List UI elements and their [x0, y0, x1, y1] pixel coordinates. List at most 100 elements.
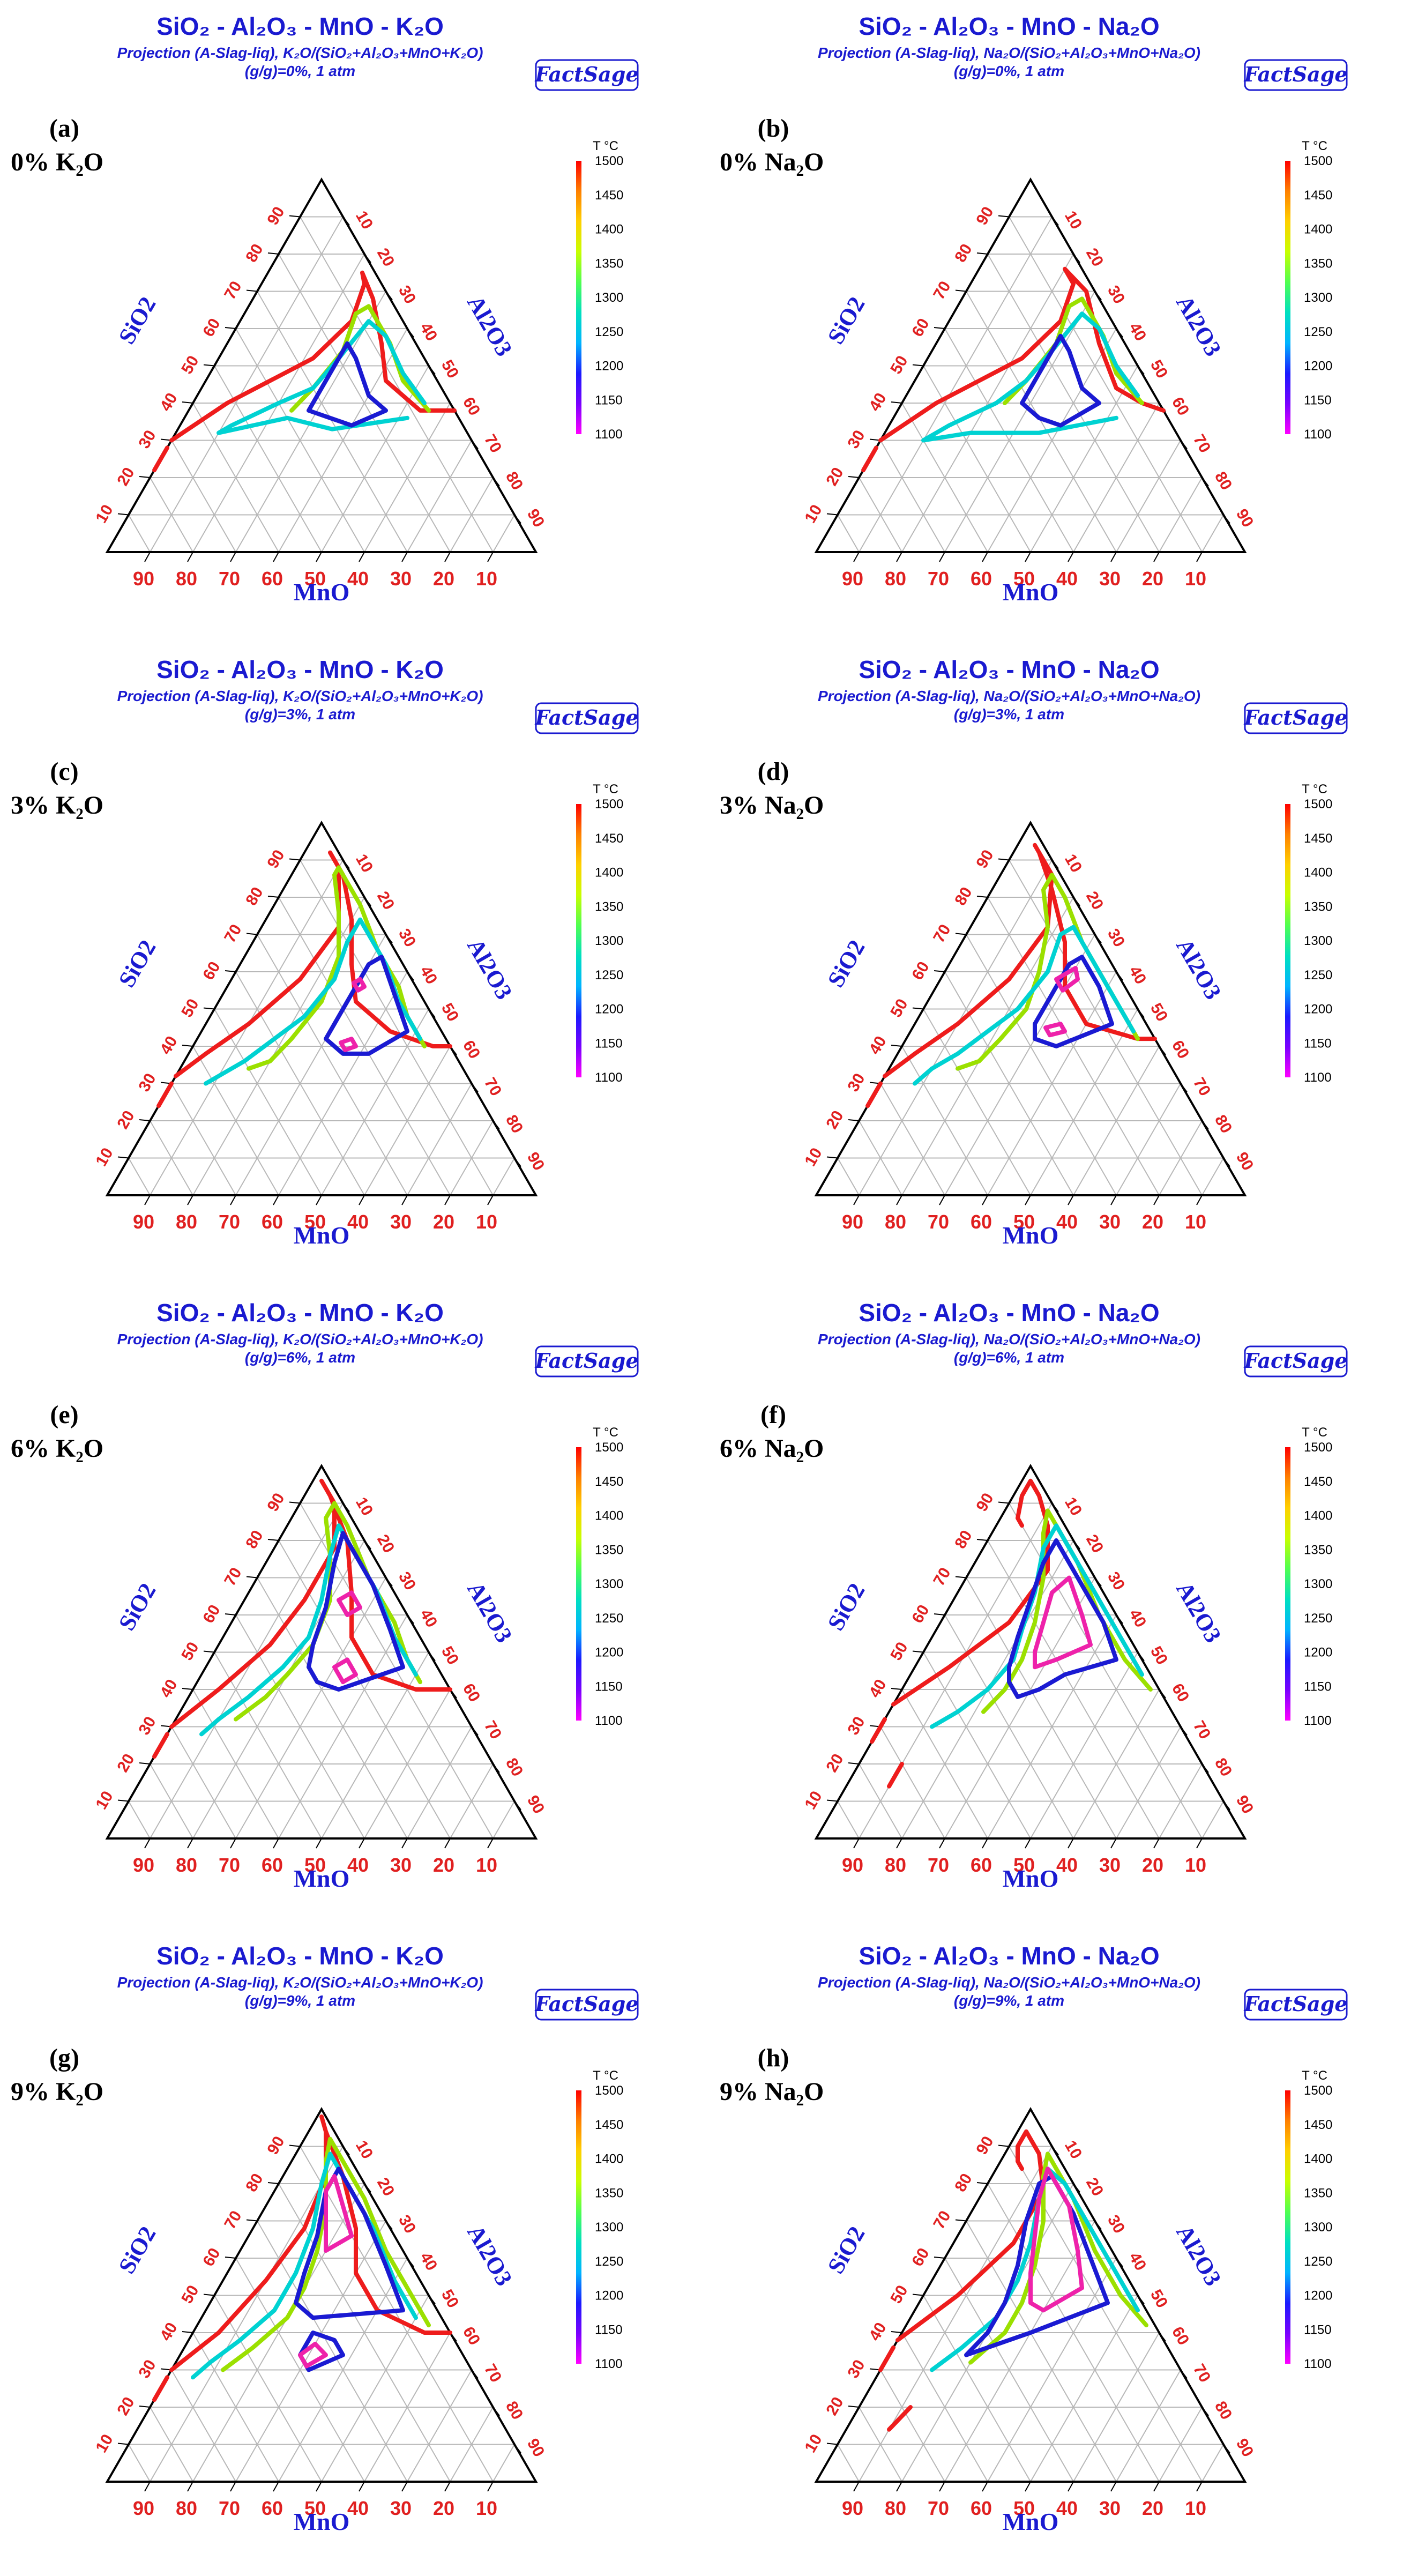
left-tick-label: 50	[887, 996, 911, 1020]
isotherm-1100	[324, 2174, 354, 2253]
right-tick-label: 40	[416, 320, 441, 344]
bottom-tick-label: 90	[842, 568, 863, 590]
right-tick-label: 50	[1147, 1643, 1171, 1667]
right-tick	[1180, 1726, 1188, 1736]
right-tick	[1116, 2258, 1123, 2267]
colorbar-tick-label: 1400	[1304, 866, 1332, 880]
right-tick-label: 30	[1104, 1569, 1128, 1593]
bottom-tick-label: 50	[304, 2497, 326, 2519]
bottom-tick	[853, 1838, 860, 1849]
left-tick-label: 50	[887, 1639, 911, 1663]
left-tick	[246, 289, 258, 292]
axis-label-mno: MnO	[1003, 1865, 1059, 1892]
right-tick-label: 60	[459, 2324, 483, 2348]
right-tick	[1137, 2295, 1145, 2305]
left-tick	[203, 364, 215, 367]
left-tick-label: 70	[221, 921, 245, 945]
right-tick	[1051, 859, 1059, 869]
colorbar-tick-label: 1200	[595, 2289, 623, 2303]
bottom-tick	[273, 2481, 279, 2492]
right-tick-label: 50	[438, 2287, 462, 2311]
right-tick	[471, 1083, 479, 1093]
right-tick-label: 20	[374, 2175, 398, 2199]
right-tick	[342, 216, 350, 226]
bottom-tick	[444, 552, 451, 562]
right-tick	[428, 1008, 436, 1018]
bottom-tick	[444, 1195, 451, 1205]
colorbar-tick-label: 1250	[1304, 1611, 1332, 1626]
isotherms	[870, 1478, 1153, 1789]
left-tick	[289, 858, 301, 861]
left-tick-label: 80	[242, 884, 266, 909]
isotherm-1400	[234, 1501, 422, 1722]
right-tick	[342, 2146, 350, 2156]
colorbar-unit-label: T °C	[1302, 782, 1327, 796]
bottom-tick	[1110, 552, 1117, 562]
right-tick-label: 10	[1061, 2138, 1085, 2162]
bottom-tick	[939, 2481, 945, 2492]
panel-letter: (f)	[760, 1401, 786, 1429]
colorbar-unit-label: T °C	[593, 782, 618, 796]
isotherms	[861, 266, 1166, 473]
isotherm-1300	[199, 1523, 418, 1737]
right-tick	[1116, 971, 1123, 981]
right-tick-label: 10	[352, 2138, 376, 2162]
right-tick-label: 90	[524, 506, 548, 530]
right-tick	[1180, 2369, 1188, 2379]
colorbar-tick-label: 1300	[1304, 1577, 1332, 1591]
isotherm-1300	[913, 925, 1136, 1086]
bottom-tick	[1068, 1195, 1074, 1205]
left-tick-label: 20	[114, 2394, 138, 2418]
right-tick-label: 40	[1125, 2250, 1150, 2274]
right-tick-label: 10	[352, 1494, 376, 1518]
right-tick	[385, 934, 393, 944]
right-tick	[364, 254, 371, 263]
right-tick	[1180, 440, 1188, 450]
right-tick-label: 20	[374, 245, 398, 270]
left-tick-label: 10	[92, 2431, 116, 2455]
bottom-tick	[853, 1195, 860, 1205]
left-tick-label: 50	[178, 2282, 202, 2306]
bottom-tick-label: 20	[433, 1211, 454, 1233]
factsage-logo-text: FactSage	[534, 705, 638, 729]
colorbar-tick-label: 1500	[1304, 1440, 1332, 1455]
right-tick	[1137, 365, 1145, 375]
bottom-tick	[144, 1838, 151, 1849]
left-tick-label: 50	[178, 996, 202, 1020]
bottom-tick-label: 20	[433, 568, 454, 590]
bottom-tick-label: 20	[1142, 1854, 1163, 1876]
axis-label-al2o3: Al2O3	[1171, 291, 1227, 361]
axis-label-mno: MnO	[1003, 1222, 1059, 1249]
colorbar-unit-label: T °C	[593, 139, 618, 153]
bottom-tick-label: 10	[476, 1211, 497, 1233]
isotherm-1200	[307, 341, 388, 428]
colorbar-unit-label: T °C	[593, 1425, 618, 1440]
colorbar-tick-label: 1150	[1304, 2322, 1332, 2337]
right-tick	[385, 2220, 393, 2230]
panel-letter: (b)	[758, 114, 789, 143]
bottom-tick-label: 60	[971, 2497, 992, 2519]
bottom-tick	[853, 2481, 860, 2492]
isotherm-1400	[968, 2151, 1148, 2365]
isotherm-1300	[191, 2151, 418, 2380]
isotherm-1100	[1033, 1575, 1093, 1670]
bottom-tick-label: 30	[1099, 1211, 1121, 1233]
right-tick-label: 80	[1211, 2399, 1235, 2423]
right-tick	[364, 897, 371, 906]
left-tick	[139, 1119, 151, 1121]
isotherm-1500	[887, 1762, 904, 1789]
colorbar-tick-label: 1200	[595, 359, 623, 374]
isotherm-1500	[152, 1732, 169, 1759]
bottom-tick-label: 30	[1099, 568, 1121, 590]
left-tick	[267, 1539, 279, 1541]
bottom-tick	[487, 552, 494, 562]
right-tick-label: 20	[374, 1532, 398, 1556]
colorbar-tick-label: 1450	[595, 2118, 623, 2132]
left-tick	[225, 2257, 236, 2259]
isotherms	[156, 850, 452, 1108]
colorbar-tick-label: 1100	[595, 1714, 623, 1728]
left-tick	[998, 1501, 1010, 1504]
bottom-tick	[401, 1838, 408, 1849]
ternary-ticks: 90 80 70 60 50 40 30 20 10 10 10 20 20 30 30 40 40 50 50 60…	[801, 847, 1257, 1233]
